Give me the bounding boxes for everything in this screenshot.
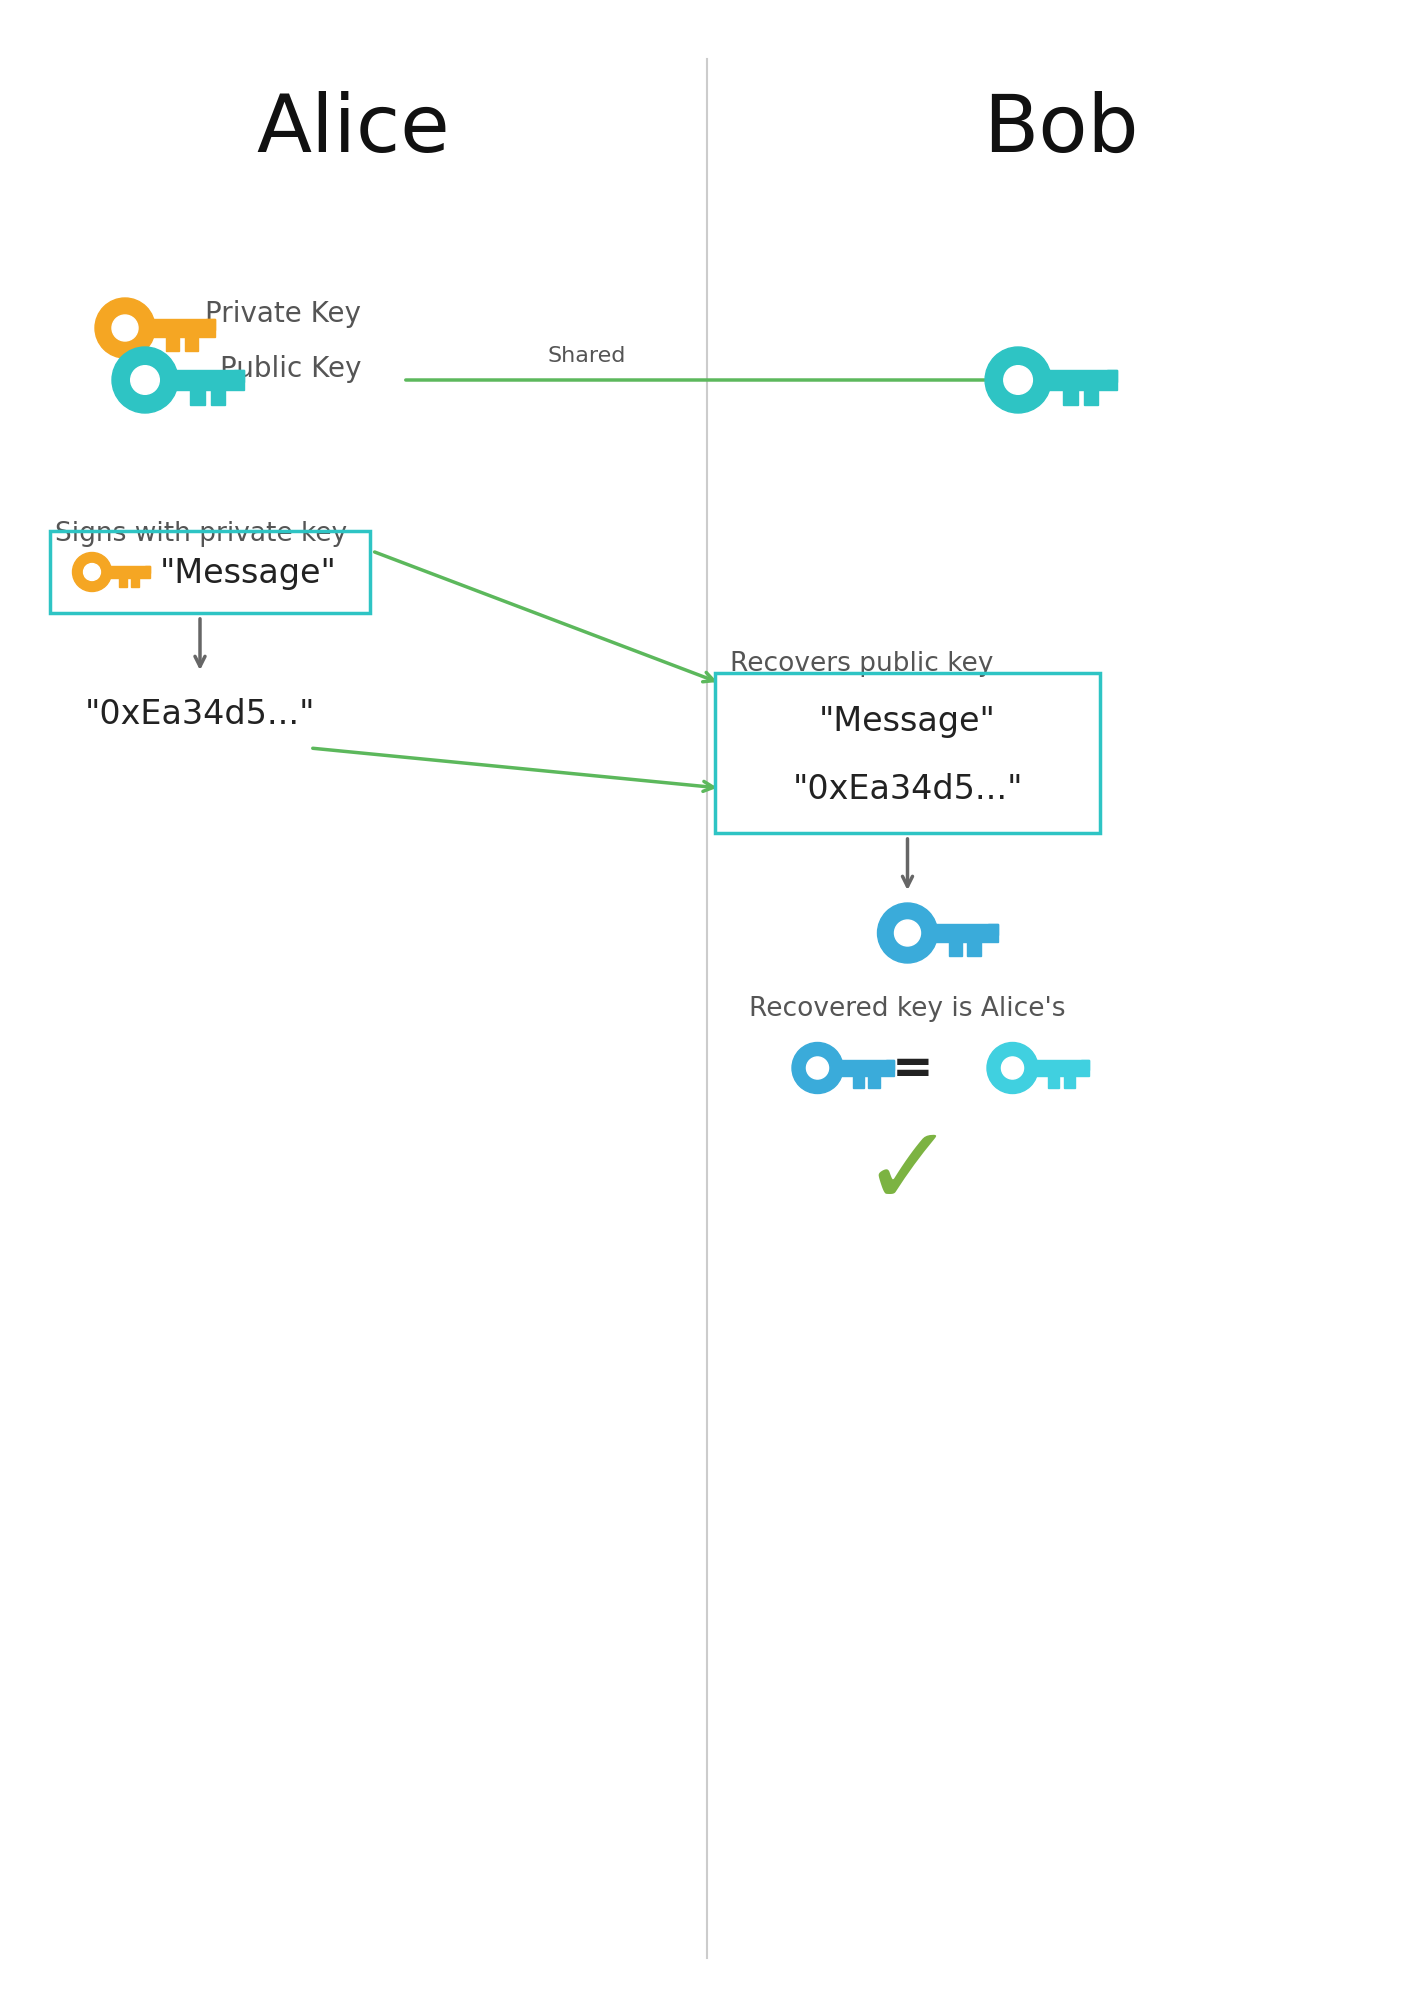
Bar xyxy=(191,392,205,406)
Bar xyxy=(1063,1077,1075,1089)
Bar xyxy=(868,1077,880,1089)
Circle shape xyxy=(130,366,160,396)
Bar xyxy=(1063,392,1077,406)
Text: =: = xyxy=(892,1045,933,1093)
Circle shape xyxy=(72,553,112,591)
Text: Recovers public key: Recovers public key xyxy=(730,651,994,677)
Circle shape xyxy=(112,348,178,414)
Circle shape xyxy=(806,1057,829,1079)
Circle shape xyxy=(987,1043,1038,1095)
Bar xyxy=(1082,1061,1089,1071)
Bar xyxy=(211,392,225,406)
Text: Private Key: Private Key xyxy=(205,300,361,328)
Text: Shared: Shared xyxy=(547,346,626,366)
Bar xyxy=(1085,392,1099,406)
Text: ✓: ✓ xyxy=(861,1121,954,1227)
Bar xyxy=(167,338,180,352)
Circle shape xyxy=(112,316,139,342)
Bar xyxy=(988,925,997,935)
Bar xyxy=(1107,372,1117,384)
Text: "Message": "Message" xyxy=(160,555,337,589)
Circle shape xyxy=(1001,1057,1024,1079)
Bar xyxy=(185,338,198,352)
Bar xyxy=(887,1061,894,1071)
Bar xyxy=(922,925,997,943)
Bar xyxy=(967,943,980,957)
Bar xyxy=(949,943,962,957)
Bar xyxy=(830,1061,894,1077)
Bar xyxy=(853,1077,864,1089)
Text: Alice: Alice xyxy=(257,90,450,170)
Circle shape xyxy=(1004,366,1032,396)
Bar xyxy=(132,579,140,587)
Bar xyxy=(140,320,215,338)
Text: Public Key: Public Key xyxy=(221,356,362,384)
Bar xyxy=(1035,372,1117,392)
Circle shape xyxy=(878,903,937,963)
Bar xyxy=(161,372,245,392)
Bar xyxy=(233,372,245,384)
Circle shape xyxy=(986,348,1051,414)
Bar xyxy=(1048,1077,1059,1089)
Text: "Message": "Message" xyxy=(819,705,995,737)
Circle shape xyxy=(792,1043,843,1095)
Circle shape xyxy=(895,921,921,947)
Bar xyxy=(119,579,127,587)
Text: "0xEa34d5...": "0xEa34d5..." xyxy=(792,773,1022,805)
Text: "0xEa34d5...": "0xEa34d5..." xyxy=(85,697,315,729)
Bar xyxy=(102,567,150,579)
Circle shape xyxy=(83,563,100,581)
Text: Signs with private key: Signs with private key xyxy=(55,521,346,547)
Text: Bob: Bob xyxy=(983,90,1138,170)
Bar xyxy=(144,567,150,573)
Circle shape xyxy=(95,300,156,360)
Bar xyxy=(1025,1061,1089,1077)
Text: Recovered key is Alice's: Recovered key is Alice's xyxy=(749,995,1066,1021)
Bar xyxy=(206,320,215,330)
